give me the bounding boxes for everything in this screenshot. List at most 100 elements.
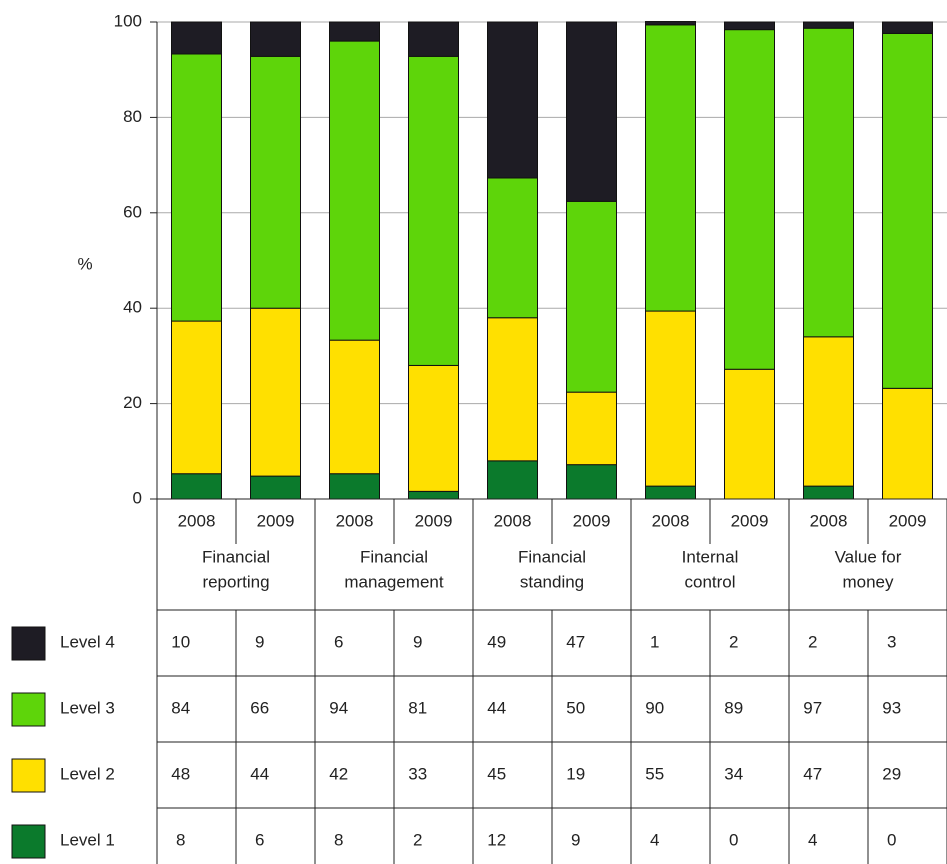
table-cell: 89 bbox=[724, 698, 743, 717]
table-cell: 49 bbox=[487, 632, 506, 651]
table-cell: 45 bbox=[487, 764, 506, 783]
y-tick-label: 80 bbox=[123, 107, 142, 126]
bar-segment bbox=[882, 21, 933, 34]
bar-segment bbox=[171, 21, 222, 55]
bar-segment bbox=[408, 55, 459, 366]
bar-segment bbox=[724, 21, 775, 31]
table-cell: 47 bbox=[566, 632, 585, 651]
y-tick-label: 100 bbox=[114, 11, 142, 30]
bar-segment bbox=[566, 21, 617, 202]
x-tick-label: 2008 bbox=[494, 511, 532, 530]
table-cell: 1 bbox=[650, 632, 659, 651]
bar-segment bbox=[329, 21, 380, 42]
legend-swatch bbox=[11, 824, 46, 859]
table-cell: 8 bbox=[176, 830, 185, 849]
bar-segment bbox=[645, 485, 696, 500]
group-label: standing bbox=[520, 572, 584, 591]
table-cell: 0 bbox=[729, 830, 738, 849]
x-tick-label: 2008 bbox=[336, 511, 374, 530]
bar-segment bbox=[882, 387, 933, 500]
table-cell: 0 bbox=[887, 830, 896, 849]
table-cell: 3 bbox=[887, 632, 896, 651]
table-cell: 44 bbox=[250, 764, 269, 783]
y-tick-label: 40 bbox=[123, 298, 142, 317]
bar-segment bbox=[645, 24, 696, 312]
x-tick-label: 2008 bbox=[810, 511, 848, 530]
table-cell: 44 bbox=[487, 698, 506, 717]
legend-label: Level 4 bbox=[60, 632, 115, 651]
legend-swatch bbox=[11, 758, 46, 793]
bar-segment bbox=[171, 473, 222, 500]
table-cell: 12 bbox=[487, 830, 506, 849]
bar-segment bbox=[882, 32, 933, 389]
table-cell: 2 bbox=[808, 632, 817, 651]
bar-segment bbox=[329, 473, 380, 500]
bar-segment bbox=[487, 460, 538, 500]
bar-segment bbox=[803, 336, 854, 487]
bar-segment bbox=[329, 40, 380, 341]
table-cell: 84 bbox=[171, 698, 190, 717]
table-cell: 81 bbox=[408, 698, 427, 717]
table-cell: 9 bbox=[413, 632, 422, 651]
bar-segment bbox=[408, 21, 459, 57]
table-cell: 9 bbox=[255, 632, 264, 651]
table-cell: 66 bbox=[250, 698, 269, 717]
table-cell: 2 bbox=[413, 830, 422, 849]
bar-segment bbox=[171, 320, 222, 475]
bar-segment bbox=[645, 21, 696, 26]
table-cell: 47 bbox=[803, 764, 822, 783]
table-cell: 9 bbox=[571, 830, 580, 849]
bar-segment bbox=[566, 464, 617, 500]
group-label: Value for bbox=[835, 547, 902, 566]
legend-label: Level 2 bbox=[60, 764, 115, 783]
bar-segment bbox=[408, 490, 459, 500]
bar-segment bbox=[487, 177, 538, 319]
group-label: Financial bbox=[518, 547, 586, 566]
x-tick-label: 2009 bbox=[573, 511, 611, 530]
x-tick-label: 2009 bbox=[415, 511, 453, 530]
table-cell: 90 bbox=[645, 698, 664, 717]
legend-swatch bbox=[11, 692, 46, 727]
table-cell: 6 bbox=[255, 830, 264, 849]
y-tick-label: 60 bbox=[123, 202, 142, 221]
table-cell: 2 bbox=[729, 632, 738, 651]
table-cell: 50 bbox=[566, 698, 585, 717]
y-tick-label: 0 bbox=[133, 488, 142, 507]
table-cell: 4 bbox=[808, 830, 817, 849]
group-label: management bbox=[344, 572, 444, 591]
group-label: reporting bbox=[202, 572, 269, 591]
group-label: Internal bbox=[682, 547, 739, 566]
bar-segment bbox=[487, 21, 538, 179]
table-cell: 19 bbox=[566, 764, 585, 783]
x-tick-label: 2008 bbox=[652, 511, 690, 530]
bar-segment bbox=[566, 391, 617, 466]
table-cell: 48 bbox=[171, 764, 190, 783]
y-tick-label: 20 bbox=[123, 393, 142, 412]
x-tick-label: 2009 bbox=[257, 511, 295, 530]
x-tick-label: 2009 bbox=[731, 511, 769, 530]
bar-segment bbox=[803, 27, 854, 338]
x-tick-label: 2008 bbox=[178, 511, 216, 530]
bar-segment bbox=[803, 485, 854, 500]
y-axis-label: % bbox=[77, 254, 92, 273]
table-cell: 4 bbox=[650, 830, 659, 849]
table-cell: 8 bbox=[334, 830, 343, 849]
group-label: Financial bbox=[360, 547, 428, 566]
bar-segment bbox=[250, 21, 301, 57]
bar-segment bbox=[250, 307, 301, 477]
table-cell: 55 bbox=[645, 764, 664, 783]
table-cell: 94 bbox=[329, 698, 348, 717]
x-tick-label: 2009 bbox=[889, 511, 927, 530]
bar-segment bbox=[487, 317, 538, 462]
table-cell: 29 bbox=[882, 764, 901, 783]
table-cell: 6 bbox=[334, 632, 343, 651]
bar-segment bbox=[724, 368, 775, 500]
table-cell: 97 bbox=[803, 698, 822, 717]
legend-label: Level 3 bbox=[60, 698, 115, 717]
table-cell: 10 bbox=[171, 632, 190, 651]
bar-segment bbox=[250, 55, 301, 309]
bar-segment bbox=[566, 200, 617, 393]
bar-segment bbox=[803, 21, 854, 29]
bar-segment bbox=[408, 364, 459, 492]
